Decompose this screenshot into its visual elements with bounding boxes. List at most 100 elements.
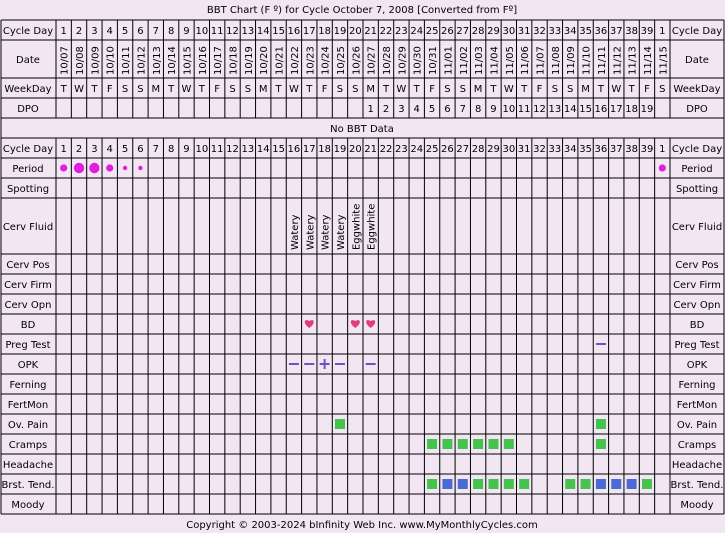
weekday-letter: M <box>151 84 160 95</box>
cycle-day-number: 25 <box>426 144 439 155</box>
bd-heart <box>366 320 376 328</box>
dpo-number: 16 <box>595 104 608 115</box>
cycle-day-number: 13 <box>242 144 255 155</box>
brst-tend-square <box>519 479 530 489</box>
cycle-day-number: 16 <box>288 26 301 37</box>
bd-heart <box>350 320 360 328</box>
dpo-number: 19 <box>641 104 654 115</box>
cycle-day-number: 4 <box>107 144 113 155</box>
weekday-letter: S <box>245 84 251 95</box>
dpo-number: 5 <box>429 104 435 115</box>
cycle-day-number: 15 <box>272 144 285 155</box>
date-label: 10/11 <box>121 46 132 75</box>
cerv-fluid-label: Eggwhite <box>351 204 362 250</box>
brst-tend-square <box>641 479 652 489</box>
cycle-day-number: 22 <box>380 26 393 37</box>
cycle-day-number: 23 <box>395 26 408 37</box>
weekday-letter: W <box>182 84 192 95</box>
brst-tend-square <box>473 479 484 489</box>
weekday-letter: T <box>60 84 68 95</box>
row-label-right-bd: BD <box>690 320 705 331</box>
row-label-fertmon: FertMon <box>8 400 48 411</box>
cycle-day-number: 39 <box>641 26 654 37</box>
cycle-day-number: 9 <box>183 26 189 37</box>
date-label: 10/18 <box>229 46 240 75</box>
row-label-right-opk: OPK <box>687 360 708 371</box>
row-label-preg_test: Preg Test <box>5 340 50 351</box>
cycle-day-number: 26 <box>441 144 454 155</box>
cycle-day-number: 30 <box>502 26 515 37</box>
row-label-right-headache: Headache <box>672 460 722 471</box>
weekday-letter: T <box>198 84 206 95</box>
cramps-square <box>457 439 468 449</box>
cycle-day-number: 7 <box>153 144 159 155</box>
date-label: 10/07 <box>60 46 71 75</box>
row-label-brst_tend: Brst. Tend. <box>2 480 55 491</box>
cerv-fluid-label: Watery <box>305 214 316 250</box>
weekday-letter: F <box>644 84 650 95</box>
cycle-day-number: 24 <box>410 26 423 37</box>
cycle-day-number: 6 <box>137 144 143 155</box>
cramps-square <box>442 439 453 449</box>
weekday-letter: F <box>322 84 328 95</box>
cycle-day-number: 37 <box>610 26 623 37</box>
cycle-day-number: 18 <box>318 144 331 155</box>
date-label: 10/26 <box>351 46 362 75</box>
cramps-square <box>503 439 514 449</box>
date-label: 10/13 <box>152 46 163 75</box>
cycle-day-number: 10 <box>195 144 208 155</box>
cycle-day-number: 28 <box>472 26 485 37</box>
cycle-day-number: 3 <box>91 144 97 155</box>
cycle-day-number: 19 <box>334 26 347 37</box>
cycle-day-number: 28 <box>472 144 485 155</box>
cycle-day-number: 17 <box>303 144 316 155</box>
date-label: 11/08 <box>551 46 562 75</box>
date-label: 10/16 <box>198 46 209 75</box>
cycle-day-number: 10 <box>195 26 208 37</box>
weekday-letter: T <box>167 84 175 95</box>
date-label: 10/30 <box>413 46 424 75</box>
cycle-day-number: 23 <box>395 144 408 155</box>
cycle-day-number: 12 <box>226 26 239 37</box>
brst-tend-square <box>626 479 637 489</box>
dpo-number: 6 <box>444 104 450 115</box>
row-label-right-cycle_day: Cycle Day <box>672 26 722 37</box>
cycle-day-number: 14 <box>257 144 270 155</box>
row-label-right-cerv_pos: Cerv Pos <box>675 260 718 271</box>
weekday-letter: M <box>366 84 375 95</box>
dpo-number: 1 <box>367 104 373 115</box>
cycle-day-number: 33 <box>549 144 562 155</box>
weekday-letter: F <box>107 84 113 95</box>
cycle-day-number: 19 <box>334 144 347 155</box>
date-label: 10/08 <box>75 46 86 75</box>
weekday-letter: S <box>337 84 343 95</box>
cycle-day-number: 1 <box>60 26 66 37</box>
cycle-day-number: 21 <box>364 144 377 155</box>
cycle-day-number: 1 <box>659 26 665 37</box>
cycle-day-number: 15 <box>272 26 285 37</box>
cycle-day-number: 30 <box>502 144 515 155</box>
cycle-day-number: 11 <box>211 26 224 37</box>
date-label: 10/25 <box>336 46 347 75</box>
cycle-day-number: 32 <box>533 144 546 155</box>
row-label-right-date: Date <box>685 55 709 66</box>
date-label: 10/17 <box>213 46 224 75</box>
dpo-number: 4 <box>414 104 420 115</box>
cycle-day-number: 25 <box>426 26 439 37</box>
weekday-letter: T <box>489 84 497 95</box>
cycle-day-number: 4 <box>107 26 113 37</box>
dpo-number: 12 <box>533 104 546 115</box>
weekday-letter: W <box>74 84 84 95</box>
row-label-moody: Moody <box>11 500 44 511</box>
date-label: 10/24 <box>321 46 332 75</box>
weekday-letter: M <box>581 84 590 95</box>
weekday-letter: T <box>520 84 528 95</box>
weekday-letter: W <box>504 84 514 95</box>
cycle-day-number: 22 <box>380 144 393 155</box>
date-label: 11/10 <box>582 46 593 75</box>
cycle-day-number: 17 <box>303 26 316 37</box>
cerv-fluid-label: Watery <box>321 214 332 250</box>
weekday-letter: S <box>122 84 128 95</box>
cycle-day-number: 8 <box>168 26 174 37</box>
row-label-right-ov_pain: Ov. Pain <box>677 420 717 431</box>
